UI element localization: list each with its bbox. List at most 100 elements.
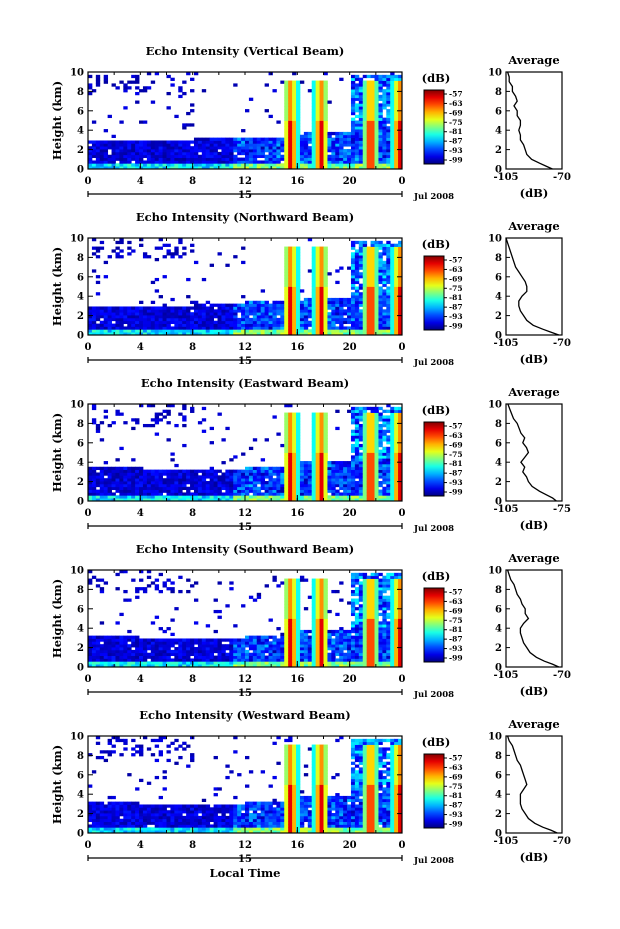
heat-cell [362,74,368,79]
heat-cell [390,481,395,485]
heat-cell [323,283,328,287]
y-tick-label: 6 [77,438,84,449]
heat-cell [174,146,179,150]
heat-cell [127,323,132,327]
heat-cell [201,664,207,668]
heat-cell [174,638,179,642]
heat-cell [103,461,109,465]
heat-cell [146,472,152,476]
heat-cell [315,489,320,493]
heat-cell [139,644,144,648]
heat-cell [221,332,226,336]
heat-cell [311,275,317,279]
heat-cell [264,498,269,502]
heat-cell [170,297,175,302]
heat-cell [311,157,317,161]
heat-cell [386,317,391,322]
heat-cell [327,320,332,324]
heat-cell [292,257,297,262]
heat-cell [311,263,317,267]
heat-cell [311,475,317,479]
heat-cell [150,661,156,665]
heat-cell [288,246,293,250]
heat-cell [217,137,222,141]
heat-cell [362,297,368,302]
heat-cell [91,151,97,156]
heat-cell [209,486,214,490]
heat-cell [315,432,320,436]
heat-cell [237,486,242,490]
heat-cell [142,638,148,642]
heat-cell [339,151,344,156]
heat-cell [288,320,293,324]
heat-cell [280,300,285,305]
heat-cell [296,446,301,451]
heat-cell [190,478,195,482]
heat-cell [347,312,352,316]
heat-cell [354,432,360,436]
heat-cell [378,143,383,147]
heat-cell [370,103,375,107]
heat-cell [221,160,226,164]
heat-cell [350,275,356,279]
heat-cell [186,332,191,336]
heat-cell [354,443,360,448]
heat-cell [221,312,226,316]
heat-cell [280,312,285,316]
heat-cell [245,641,250,645]
heat-cell [386,441,391,445]
heat-cell [284,475,289,479]
heat-cell [268,157,273,161]
heat-cell [131,154,136,158]
heat-cell [358,326,364,330]
heat-cell [139,326,144,330]
heat-cell [354,332,360,336]
heat-cell [390,435,395,439]
heat-cell [354,272,360,276]
heat-cell [103,472,109,476]
heat-cell [280,498,285,502]
heat-cell [229,458,234,462]
heat-cell [378,435,383,439]
y-tick-label: 6 [77,106,84,117]
heat-cell [366,332,372,336]
heat-cell [350,269,356,273]
heat-cell [354,306,360,310]
heat-cell [158,332,163,336]
heat-cell [331,297,336,302]
heat-cell [319,111,324,116]
heat-cell [362,478,368,482]
heat-cell [280,329,285,333]
heat-cell [205,472,211,476]
heat-cell [374,280,379,285]
heat-cell [382,275,387,279]
heat-cell [99,315,105,319]
heat-cell [398,157,403,161]
heat-cell [358,297,364,302]
heat-cell [139,243,144,247]
heat-cell [315,255,320,259]
heat-cell [186,658,191,662]
heat-cell [241,649,246,654]
heat-cell [366,275,372,279]
heat-cell [237,492,242,496]
heat-cell [311,255,317,259]
heat-cell [398,443,403,448]
heat-cell [225,160,230,164]
heat-cell [111,143,116,147]
heat-cell [91,652,97,656]
heat-cell [182,329,187,333]
heat-cell [390,409,395,413]
heat-cell [135,647,140,651]
heat-cell [213,332,218,336]
heat-cell [205,149,211,153]
heat-cell [245,492,250,496]
heat-cell [205,649,211,654]
heat-cell [303,478,309,482]
heat-cell [99,492,105,496]
heat-cell [272,578,277,582]
heat-cell [131,74,136,79]
heat-cell [107,157,112,161]
heat-cell [394,143,399,147]
heat-cell [209,498,214,502]
